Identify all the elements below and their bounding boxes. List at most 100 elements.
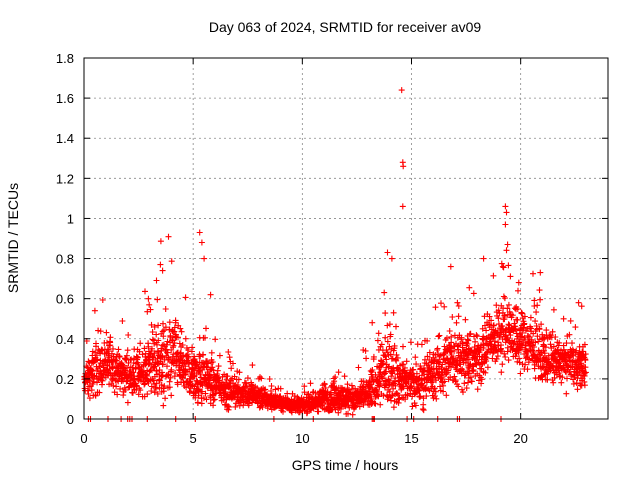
data-point <box>538 321 545 328</box>
y-tick-labels: 0 0.2 0.4 0.6 0.8 1 1.2 1.4 1.6 1.8 <box>56 51 74 427</box>
data-point <box>203 325 209 332</box>
data-point <box>495 315 502 322</box>
data-point <box>135 391 142 398</box>
data-point <box>387 331 394 338</box>
data-point <box>498 369 505 376</box>
data-point <box>164 338 171 345</box>
data-point <box>154 341 160 348</box>
data-point <box>144 391 151 398</box>
data-point <box>291 393 298 400</box>
data-point <box>119 318 126 324</box>
data-point <box>400 163 407 170</box>
data-point <box>401 364 408 371</box>
data-point <box>225 406 232 413</box>
data-point <box>137 340 144 347</box>
data-point <box>141 381 148 388</box>
data-point <box>465 337 472 344</box>
data-point <box>377 401 384 408</box>
data-point <box>117 385 124 392</box>
data-point <box>382 368 389 375</box>
data-point <box>499 263 506 270</box>
data-point <box>437 383 443 390</box>
data-point <box>244 375 251 382</box>
data-point <box>530 270 536 277</box>
data-point <box>423 393 430 400</box>
data-point <box>168 258 175 265</box>
data-point <box>531 303 538 309</box>
x-tick-label: 0 <box>80 431 87 446</box>
data-point <box>527 314 534 321</box>
data-point <box>148 321 155 328</box>
data-point <box>386 388 393 395</box>
data-point <box>197 370 204 377</box>
data-point <box>186 359 192 366</box>
data-point <box>537 269 544 276</box>
data-point <box>103 329 110 336</box>
data-point <box>375 330 382 337</box>
data-point <box>344 381 351 388</box>
data-point <box>440 388 447 395</box>
data-points <box>81 87 589 422</box>
data-point <box>466 284 473 291</box>
data-point <box>146 301 153 308</box>
data-point <box>521 320 528 327</box>
data-point <box>112 358 119 365</box>
data-point <box>180 379 187 386</box>
data-point <box>108 363 115 370</box>
data-point <box>158 381 165 388</box>
y-tick-label: 1.6 <box>56 91 74 106</box>
data-point <box>395 392 402 399</box>
data-point <box>534 302 541 309</box>
data-point <box>519 329 526 336</box>
data-point <box>151 389 158 396</box>
data-point <box>464 351 470 358</box>
data-point <box>164 363 170 370</box>
data-point <box>467 330 474 337</box>
data-point <box>502 203 509 210</box>
data-point <box>560 346 567 353</box>
data-point <box>389 392 396 399</box>
data-point <box>501 295 508 302</box>
data-point <box>490 272 497 279</box>
data-point <box>168 366 175 373</box>
data-point <box>492 338 498 345</box>
data-point <box>171 324 178 331</box>
data-point <box>129 389 136 396</box>
data-point <box>418 341 425 348</box>
data-point <box>348 382 355 389</box>
data-point <box>441 303 448 310</box>
data-point <box>203 363 210 370</box>
data-point <box>149 345 155 352</box>
y-tick-label: 0 <box>67 412 74 427</box>
data-point <box>160 361 166 368</box>
data-point <box>124 399 131 406</box>
data-point <box>165 233 172 240</box>
data-point <box>403 358 410 365</box>
data-point <box>368 395 375 402</box>
data-point <box>85 391 92 397</box>
data-point <box>341 373 348 380</box>
data-point <box>516 338 523 345</box>
data-point <box>490 322 497 329</box>
data-point <box>426 349 433 356</box>
data-point <box>200 395 207 402</box>
data-point <box>257 374 263 381</box>
data-point <box>205 360 212 367</box>
data-point <box>400 343 406 350</box>
data-point <box>416 387 423 394</box>
data-point <box>171 340 178 347</box>
data-point <box>124 347 131 354</box>
data-point <box>184 353 191 360</box>
data-point <box>451 373 458 380</box>
data-point <box>255 399 262 406</box>
data-point <box>154 296 161 303</box>
data-point <box>370 353 377 360</box>
data-point <box>431 385 438 392</box>
data-point <box>202 390 209 397</box>
data-point <box>208 349 215 356</box>
data-point <box>210 397 217 404</box>
data-point <box>125 332 132 338</box>
data-point <box>151 323 158 330</box>
data-point <box>388 373 395 380</box>
